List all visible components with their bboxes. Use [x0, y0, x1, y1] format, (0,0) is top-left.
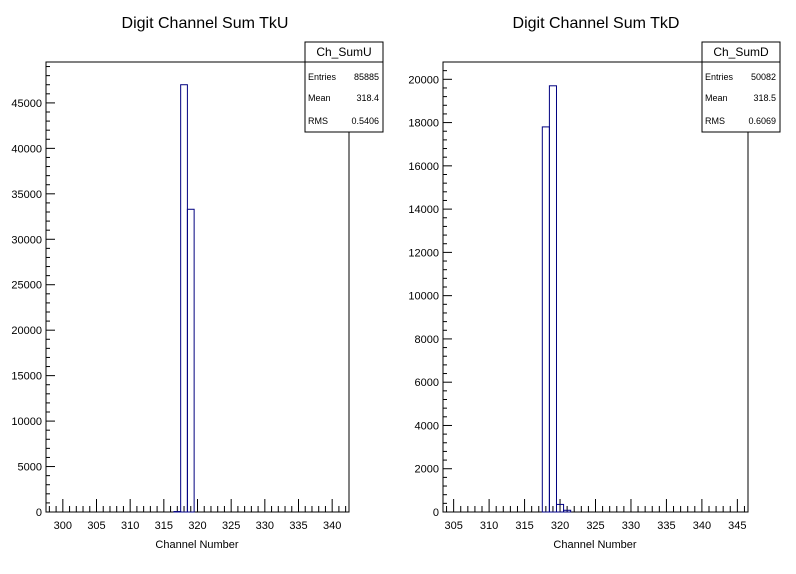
- x-tick-label: 340: [323, 520, 341, 532]
- stats-rms-value: 0.6069: [748, 116, 776, 126]
- histogram-bars: [173, 84, 195, 513]
- y-tick-label: 15000: [11, 371, 42, 383]
- y-tick-label: 40000: [11, 143, 42, 155]
- stats-rms-label: RMS: [705, 116, 725, 126]
- histogram-panel-tku: Digit Channel Sum TkU 0 5000 10000 15000 200…: [11, 15, 384, 551]
- x-tick-label: 330: [622, 520, 640, 532]
- plot-frame: [45, 61, 350, 513]
- x-axis-label: Channel Number: [553, 539, 636, 551]
- y-tick-label: 14000: [408, 204, 439, 216]
- y-tick-label: 30000: [11, 234, 42, 246]
- axis-ticks: 0 2000 4000 6000 8000 10000 12000 14000 16000 180…: [408, 61, 747, 532]
- x-tick-label: 325: [586, 520, 604, 532]
- y-tick-label: 2000: [415, 464, 439, 476]
- y-tick-label: 45000: [11, 98, 42, 110]
- x-tick-label: 345: [728, 520, 746, 532]
- y-tick-label: 20000: [408, 74, 439, 86]
- y-tick-label: 6000: [415, 377, 439, 389]
- histogram-panel-tkd: Digit Channel Sum TkD 0 2000 4000 6000 8000 1…: [408, 15, 781, 551]
- x-tick-label: 305: [87, 520, 105, 532]
- y-tick-label: 20000: [11, 325, 42, 337]
- stats-histogram-name: Ch_SumD: [713, 45, 769, 59]
- histogram-bars: [541, 85, 572, 513]
- y-tick-label: 16000: [408, 161, 439, 173]
- x-tick-label: 320: [188, 520, 206, 532]
- stats-entries-value: 50082: [751, 72, 776, 82]
- stats-mean-value: 318.4: [356, 93, 379, 103]
- x-tick-label: 305: [444, 520, 462, 532]
- x-tick-label: 335: [289, 520, 307, 532]
- y-tick-label: 5000: [18, 462, 42, 474]
- y-tick-label: 35000: [11, 189, 42, 201]
- y-tick-label: 10000: [11, 416, 42, 428]
- stats-entries-value: 85885: [354, 72, 379, 82]
- x-tick-label: 320: [551, 520, 569, 532]
- x-tick-label: 335: [657, 520, 675, 532]
- stats-entries-label: Entries: [308, 72, 337, 82]
- x-tick-label: 340: [693, 520, 711, 532]
- x-tick-label: 325: [222, 520, 240, 532]
- x-tick-label: 315: [515, 520, 533, 532]
- y-tick-label: 0: [36, 507, 42, 519]
- y-tick-label: 25000: [11, 280, 42, 292]
- stats-rms-value: 0.5406: [351, 116, 379, 126]
- chart-title: Digit Channel Sum TkU: [122, 15, 289, 32]
- axis-ticks: 0 5000 10000 15000 20000 25000 30000 35000 40000…: [11, 66, 347, 532]
- stats-mean-label: Mean: [308, 93, 331, 103]
- x-tick-label: 330: [256, 520, 274, 532]
- chart-title: Digit Channel Sum TkD: [513, 15, 680, 32]
- stats-mean-value: 318.5: [753, 93, 776, 103]
- stats-rms-label: RMS: [308, 116, 328, 126]
- stats-box: Ch_SumD Entries 50082 Mean 318.5 RMS 0.6…: [701, 41, 781, 133]
- y-tick-label: 18000: [408, 118, 439, 130]
- x-tick-label: 300: [54, 520, 72, 532]
- y-tick-label: 10000: [408, 291, 439, 303]
- histogram-bin: [548, 85, 557, 513]
- histogram-bin: [186, 208, 195, 513]
- y-tick-label: 8000: [415, 334, 439, 346]
- y-tick-label: 12000: [408, 247, 439, 259]
- y-tick-label: 4000: [415, 420, 439, 432]
- x-tick-label: 315: [155, 520, 173, 532]
- histogram-bin: [541, 126, 550, 513]
- stats-box: Ch_SumU Entries 85885 Mean 318.4 RMS 0.5…: [304, 41, 384, 133]
- y-tick-label: 0: [433, 507, 439, 519]
- x-tick-label: 310: [480, 520, 498, 532]
- histogram-bin: [555, 503, 565, 513]
- stats-histogram-name: Ch_SumU: [316, 45, 371, 59]
- stats-entries-label: Entries: [705, 72, 734, 82]
- x-tick-label: 310: [121, 520, 139, 532]
- stats-mean-label: Mean: [705, 93, 728, 103]
- x-axis-label: Channel Number: [155, 539, 238, 551]
- histogram-bin: [180, 84, 188, 513]
- histogram-bin: [563, 509, 572, 513]
